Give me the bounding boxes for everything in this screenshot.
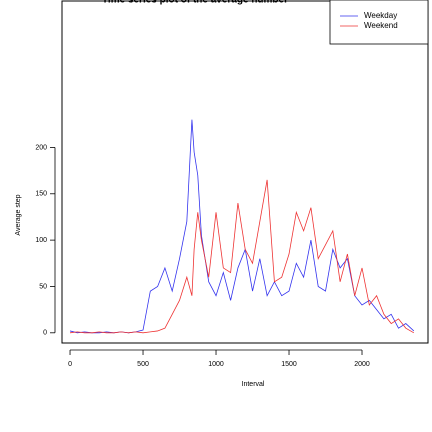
x-tick-label: 500 [137, 361, 149, 368]
y-tick-label: 100 [35, 237, 47, 244]
x-tick-label: 1000 [208, 361, 224, 368]
x-tick-label: 0 [68, 361, 72, 368]
legend-label: Weekday [364, 11, 397, 20]
plot-frame [61, 0, 429, 344]
y-tick-label: 150 [35, 191, 47, 198]
legend-box [329, 0, 429, 45]
y-tick-label: 0 [43, 330, 47, 337]
chart-title: Time series plot of the average number [102, 0, 288, 6]
y-tick-label: 50 [39, 283, 47, 290]
legend-label: Weekend [364, 21, 398, 30]
x-tick-label: 1500 [281, 361, 297, 368]
y-tick-label: 200 [35, 144, 47, 151]
x-tick-label: 2000 [354, 361, 370, 368]
y-axis-label: Average step [15, 194, 22, 235]
series-line [69, 179, 415, 334]
x-axis-label: Interval [242, 381, 265, 388]
